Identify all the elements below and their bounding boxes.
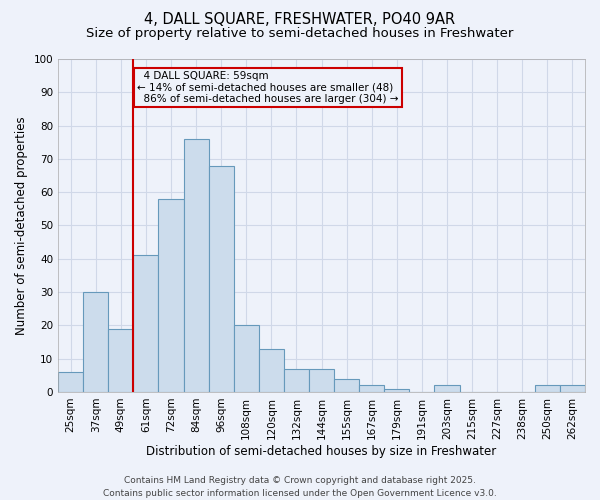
Bar xyxy=(334,378,359,392)
Bar xyxy=(284,368,309,392)
Bar xyxy=(535,386,560,392)
Bar xyxy=(384,388,409,392)
Bar xyxy=(434,386,460,392)
Bar xyxy=(560,386,585,392)
Text: Size of property relative to semi-detached houses in Freshwater: Size of property relative to semi-detach… xyxy=(86,28,514,40)
X-axis label: Distribution of semi-detached houses by size in Freshwater: Distribution of semi-detached houses by … xyxy=(146,444,497,458)
Bar xyxy=(58,372,83,392)
Bar xyxy=(83,292,108,392)
Bar xyxy=(158,199,184,392)
Text: 4 DALL SQUARE: 59sqm
← 14% of semi-detached houses are smaller (48)
  86% of sem: 4 DALL SQUARE: 59sqm ← 14% of semi-detac… xyxy=(137,70,398,104)
Bar xyxy=(209,166,233,392)
Y-axis label: Number of semi-detached properties: Number of semi-detached properties xyxy=(15,116,28,335)
Bar xyxy=(259,348,284,392)
Bar xyxy=(108,328,133,392)
Bar xyxy=(184,139,209,392)
Bar xyxy=(133,256,158,392)
Bar xyxy=(233,326,259,392)
Bar xyxy=(359,386,384,392)
Text: Contains HM Land Registry data © Crown copyright and database right 2025.
Contai: Contains HM Land Registry data © Crown c… xyxy=(103,476,497,498)
Bar xyxy=(309,368,334,392)
Text: 4, DALL SQUARE, FRESHWATER, PO40 9AR: 4, DALL SQUARE, FRESHWATER, PO40 9AR xyxy=(145,12,455,28)
